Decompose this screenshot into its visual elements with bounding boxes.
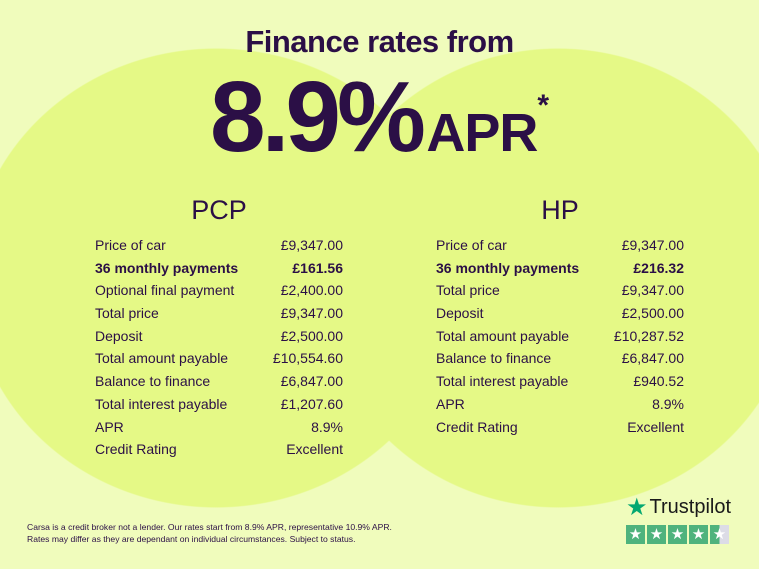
rate-display: 8.9% APR* [0,60,759,175]
row-label: Deposit [95,327,143,344]
hp-row: Deposit £2,500.00 [436,302,684,325]
row-value: £6,847.00 [621,350,684,367]
hp-row: Total interest payable £940.52 [436,370,684,393]
row-label: 36 monthly payments [95,259,239,276]
hp-table: HP Price of car £9,347.00 36 monthly payme… [436,195,684,438]
row-value: £9,347.00 [621,237,684,253]
row-value: £9,347.00 [280,305,343,322]
hp-row: Total price £9,347.00 [436,279,684,302]
row-label: Total interest payable [436,373,569,390]
rating-star-icon: ★ [626,525,645,544]
asterisk: * [537,89,550,122]
row-label: Total amount payable [95,350,229,367]
rating-star-icon: ★ [668,525,687,544]
pcp-row: Credit Rating Excellent [95,438,343,461]
pcp-row: 36 monthly payments £161.56 [95,257,343,280]
apr-label: APR [426,103,538,163]
row-value: Excellent [286,441,343,458]
disclaimer-line-1: Carsa is a credit broker not a lender. O… [27,522,392,532]
row-value: Excellent [627,418,684,435]
row-label: Total price [436,282,500,299]
row-label: Credit Rating [436,418,518,435]
trustpilot-name: Trustpilot [649,496,732,518]
hp-row: APR 8.9% [436,393,684,416]
pcp-row: Total amount payable £10,554.60 [95,347,343,370]
pcp-row: APR 8.9% [95,416,343,439]
headline: Finance rates from [245,24,514,59]
row-label: Optional final payment [95,282,235,299]
pcp-title: PCP [191,195,247,225]
row-value: £10,287.52 [613,327,684,344]
star-icon: ★ [626,494,648,521]
row-value: £6,847.00 [280,373,343,390]
pcp-row: Balance to finance £6,847.00 [95,370,343,393]
pcp-table: PCP Price of car £9,347.00 36 monthly paym… [95,195,343,461]
row-value: £1,207.60 [280,395,343,412]
row-value: £2,500.00 [280,327,343,344]
hp-title: HP [541,195,579,225]
row-label: Total price [95,305,159,322]
row-label: Total interest payable [95,395,228,412]
row-label: Price of car [95,237,166,253]
row-value: £2,500.00 [621,305,684,322]
row-label: Balance to finance [436,350,552,367]
row-label: Credit Rating [95,441,177,458]
row-value: £216.32 [633,259,684,276]
hp-row: 36 monthly payments £216.32 [436,257,684,280]
hp-row: Total amount payable £10,287.52 [436,325,684,348]
row-value: £2,400.00 [280,282,343,299]
pcp-row: Total interest payable £1,207.60 [95,393,343,416]
row-label: Price of car [436,237,507,253]
trustpilot-badge[interactable]: ★ Trustpilot ★ ★ ★ ★ ★ [626,493,746,544]
row-label: Deposit [436,305,484,322]
rating-star-icon: ★ [647,525,666,544]
rating-star-icon: ★ [710,525,729,544]
row-value: 8.9% [311,418,343,435]
row-label: Total amount payable [436,327,570,344]
rating-star-icon: ★ [689,525,708,544]
disclaimer: Carsa is a credit broker not a lender. O… [27,521,447,545]
disclaimer-line-2: Rates may differ as they are dependant o… [27,534,356,544]
row-value: £9,347.00 [621,282,684,299]
row-label: Balance to finance [95,373,211,390]
pcp-row: Total price £9,347.00 [95,302,343,325]
row-label: APR [436,395,465,412]
row-value: £940.52 [633,373,684,390]
row-label: APR [95,418,124,435]
row-value: £10,554.60 [272,350,343,367]
rate-value: 8.9% [209,61,426,173]
trustpilot-rating: ★ ★ ★ ★ ★ [626,525,746,544]
hp-row: Credit Rating Excellent [436,416,684,439]
hp-row: Balance to finance £6,847.00 [436,347,684,370]
pcp-row: Optional final payment £2,400.00 [95,279,343,302]
hp-row: Price of car £9,347.00 [436,234,684,257]
row-label: 36 monthly payments [436,259,580,276]
pcp-row: Price of car £9,347.00 [95,234,343,257]
row-value: £9,347.00 [280,237,343,253]
row-value: £161.56 [292,259,343,276]
row-value: 8.9% [652,395,684,412]
pcp-row: Deposit £2,500.00 [95,325,343,348]
